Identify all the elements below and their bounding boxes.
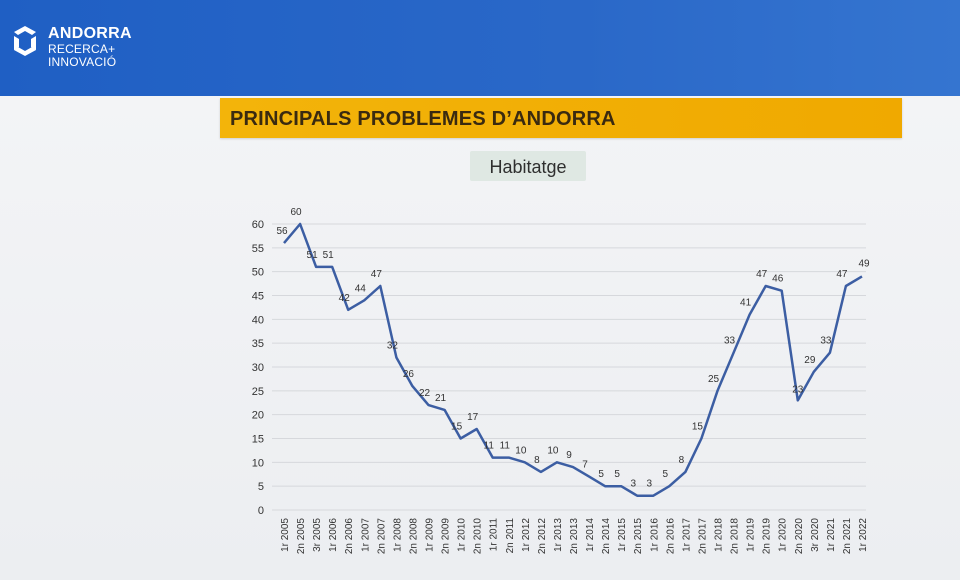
x-tick-label: 1r 2015 xyxy=(617,518,628,552)
y-tick-label: 35 xyxy=(252,338,264,350)
data-label: 26 xyxy=(403,369,415,380)
x-tick-label: 1r 2006 xyxy=(328,518,339,552)
andorra-recerca-logo-icon xyxy=(14,26,36,56)
y-tick-label: 60 xyxy=(252,219,264,231)
x-tick-label: 2n 2015 xyxy=(633,518,644,555)
data-label: 10 xyxy=(515,445,527,456)
y-tick-label: 55 xyxy=(252,243,264,255)
x-tick-label: 1r 2010 xyxy=(457,518,468,552)
data-label: 47 xyxy=(371,269,383,280)
data-label: 47 xyxy=(756,269,768,280)
x-tick-label: 1r 2007 xyxy=(360,518,371,552)
y-tick-label: 45 xyxy=(252,291,264,303)
data-label: 25 xyxy=(708,374,720,385)
y-tick-label: 50 xyxy=(252,267,264,279)
data-label: 49 xyxy=(858,258,870,269)
y-tick-label: 10 xyxy=(252,457,264,469)
x-tick-label: 2n 2007 xyxy=(376,518,387,555)
data-label: 51 xyxy=(323,250,335,261)
data-label: 11 xyxy=(500,441,511,452)
brand-name: ANDORRA xyxy=(48,25,132,42)
data-label: 51 xyxy=(307,250,319,261)
x-tick-label: 1r 2011 xyxy=(489,518,500,552)
x-tick-label: 1r 2019 xyxy=(746,518,757,552)
data-label: 3 xyxy=(630,479,636,490)
x-tick-label: 1r 2016 xyxy=(649,518,660,552)
x-tick-label: 2n 2010 xyxy=(473,518,484,555)
brand-line-3: INNOVACIÓ xyxy=(48,55,117,69)
header-bar: ANDORRA RECERCA+ INNOVACIÓ xyxy=(0,0,960,96)
x-tick-label: 2n 2018 xyxy=(730,518,741,555)
title-banner: PRINCIPALS PROBLEMES D’ANDORRA xyxy=(220,98,902,138)
brand-text: ANDORRA RECERCA+ INNOVACIÓ xyxy=(48,25,132,69)
x-tick-label: 2n 2006 xyxy=(344,518,355,555)
data-label: 10 xyxy=(547,445,559,456)
x-tick-label: 3r 2020 xyxy=(810,518,821,552)
data-label: 33 xyxy=(724,336,736,347)
x-tick-label: 2n 2017 xyxy=(697,518,708,555)
x-tick-label: 1r 2009 xyxy=(425,518,436,552)
data-label: 11 xyxy=(484,441,495,452)
x-tick-label: 1r 2013 xyxy=(553,518,564,552)
data-label: 7 xyxy=(582,460,588,471)
data-label: 8 xyxy=(679,455,685,466)
x-tick-label: 1r 2014 xyxy=(585,518,596,552)
x-tick-label: 2n 2008 xyxy=(408,518,419,555)
data-label: 44 xyxy=(355,283,367,294)
x-tick-label: 1r 2018 xyxy=(714,518,725,552)
chart-subtitle: Habitatge xyxy=(489,157,567,177)
data-label: 21 xyxy=(435,393,447,404)
y-tick-label: 40 xyxy=(252,314,264,326)
x-tick-label: 1r 2017 xyxy=(681,518,692,552)
x-tick-label: 3r 2005 xyxy=(312,518,323,552)
x-tick-label: 2n 2009 xyxy=(441,518,452,555)
data-label: 60 xyxy=(290,207,302,218)
subtitle-box: Habitatge xyxy=(470,151,586,181)
data-label: 47 xyxy=(836,269,848,280)
data-label: 56 xyxy=(276,226,288,237)
data-label: 23 xyxy=(792,384,804,395)
x-tick-label: 1r 2021 xyxy=(826,518,837,552)
y-tick-label: 15 xyxy=(252,434,264,446)
data-label: 42 xyxy=(339,293,351,304)
x-tick-label: 2n 2013 xyxy=(569,518,580,555)
data-label: 15 xyxy=(451,422,463,433)
x-tick-label: 2n 2019 xyxy=(762,518,773,555)
x-tick-label: 2n 2005 xyxy=(296,518,307,555)
data-label: 5 xyxy=(598,469,604,480)
y-tick-label: 20 xyxy=(252,410,264,422)
y-tick-label: 0 xyxy=(258,505,264,517)
x-tick-label: 2n 2012 xyxy=(537,518,548,555)
series-line xyxy=(283,222,863,497)
y-tick-label: 25 xyxy=(252,386,264,398)
x-tick-label: 2n 2014 xyxy=(601,518,612,555)
data-label: 32 xyxy=(387,340,399,351)
data-label: 29 xyxy=(804,355,816,366)
data-label: 15 xyxy=(692,422,704,433)
x-tick-label: 2n 2021 xyxy=(842,518,853,555)
brand-line-2: RECERCA+ xyxy=(48,42,116,56)
data-label: 46 xyxy=(772,274,784,285)
slide-title: PRINCIPALS PROBLEMES D’ANDORRA xyxy=(230,108,616,130)
data-label: 8 xyxy=(534,455,540,466)
y-tick-label: 5 xyxy=(258,481,264,493)
y-tick-label: 30 xyxy=(252,362,264,374)
data-label: 9 xyxy=(566,450,572,461)
x-tick-label: 1r 2008 xyxy=(392,518,403,552)
x-tick-label: 1r 2022 xyxy=(858,518,869,552)
data-label: 3 xyxy=(646,479,652,490)
x-tick-label: 1r 2012 xyxy=(521,518,532,552)
data-label: 17 xyxy=(467,412,479,423)
x-tick-label: 2n 2016 xyxy=(665,518,676,555)
data-label: 5 xyxy=(614,469,620,480)
data-label: 33 xyxy=(820,336,832,347)
data-label: 22 xyxy=(419,388,431,399)
x-tick-label: 1r 2020 xyxy=(778,518,789,552)
data-label: 41 xyxy=(740,298,752,309)
x-tick-label: 1r 2005 xyxy=(280,518,291,552)
x-tick-label: 2n 2020 xyxy=(794,518,805,555)
x-tick-label: 2n 2011 xyxy=(505,518,516,554)
data-label: 5 xyxy=(663,469,669,480)
